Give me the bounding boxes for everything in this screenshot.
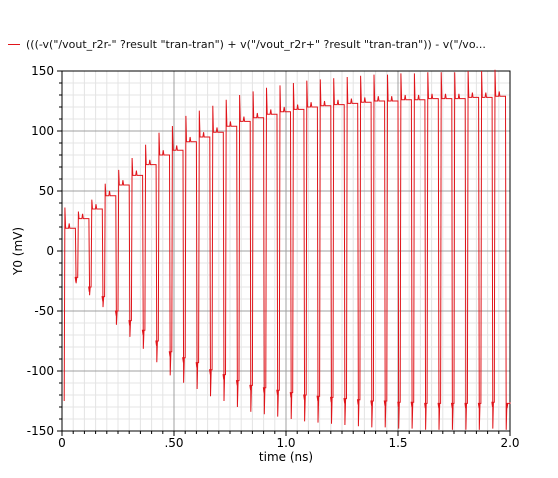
x-tick-label: 2.0 (500, 436, 519, 450)
y-axis-label: Y0 (mV) (11, 227, 25, 276)
x-tick-label: 1.0 (276, 436, 295, 450)
x-tick-label: 1.5 (388, 436, 407, 450)
y-tick-label: 100 (31, 124, 54, 138)
x-tick-label: 0 (58, 436, 66, 450)
legend-label: (((-v("/vout_r2r-" ?result "tran-tran") … (26, 37, 486, 51)
series-line-0 (63, 69, 511, 430)
y-tick-label: 50 (39, 184, 54, 198)
legend-swatch (8, 43, 20, 45)
y-tick-label: -50 (34, 304, 54, 318)
y-tick-label: 0 (46, 244, 54, 258)
x-axis-label: time (ns) (259, 450, 313, 464)
y-tick-label: -100 (27, 364, 54, 378)
legend: (((-v("/vout_r2r-" ?result "tran-tran") … (8, 36, 486, 52)
y-tick-label: -150 (27, 424, 54, 438)
y-tick-label: 150 (31, 64, 54, 78)
x-tick-label: .50 (164, 436, 183, 450)
